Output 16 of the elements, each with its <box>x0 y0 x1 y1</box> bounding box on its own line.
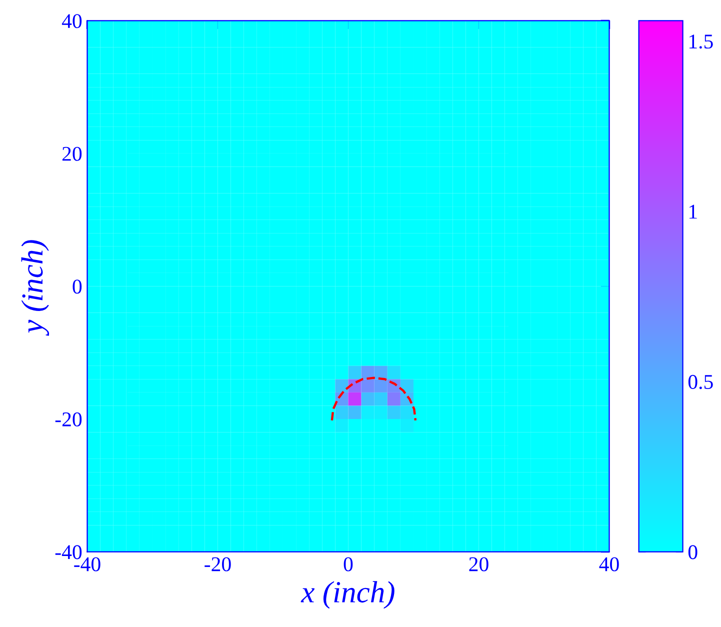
x-tick-label: -20 <box>204 557 231 572</box>
color-bar-label: 0.5 <box>688 374 713 390</box>
x-axis-title: x (inch) <box>300 581 394 609</box>
y-tick-label: 20 <box>62 146 82 161</box>
color-bar-label: 1 <box>689 204 697 219</box>
x-tick-label: 20 <box>469 557 488 572</box>
y-tick-label: 0 <box>72 280 82 294</box>
y-tick-label: 40 <box>62 14 82 28</box>
color-bar-label: 1.5 <box>689 34 713 49</box>
x-tick-label: 40 <box>599 557 619 572</box>
color-bar-label: 0 <box>688 545 698 560</box>
y-axis-title: y (inch) <box>21 240 50 336</box>
y-tick-label: -40 <box>55 545 82 560</box>
y-tick-label: -20 <box>55 412 82 426</box>
x-tick-label: 0 <box>344 557 353 572</box>
x-tick-label: -40 <box>74 557 100 572</box>
